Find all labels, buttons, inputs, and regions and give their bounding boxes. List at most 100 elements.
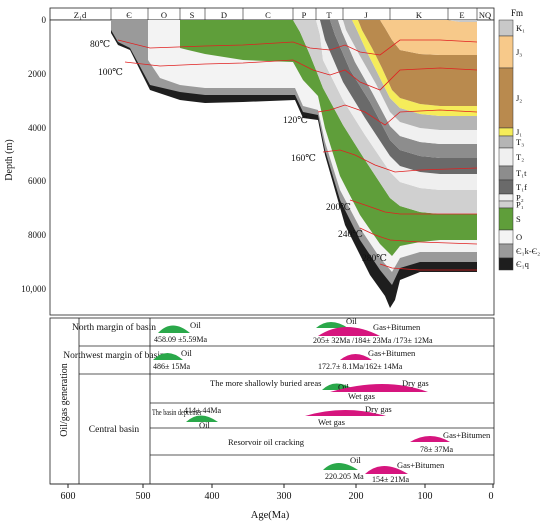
layer-t2 — [338, 20, 477, 144]
layer-p2 — [316, 20, 477, 190]
age-tick-label: 200 — [349, 491, 364, 502]
depth-tick-label: 8000 — [28, 230, 47, 240]
isotherm-label: 120℃ — [283, 116, 308, 126]
period-label: D — [221, 10, 227, 20]
region-northwest: Northwest margin of basin — [63, 350, 165, 361]
row4-dry-label: Dry gas — [365, 404, 392, 414]
row3-wet-label: Wet gas — [348, 391, 375, 401]
period-label: J — [364, 10, 368, 20]
oil-peak — [153, 353, 183, 360]
gas-peak — [365, 466, 408, 474]
row5-desc: Resorvoir oil cracking — [228, 437, 305, 447]
fm-legend-swatch — [498, 35, 514, 69]
row4-age: 414± 44Ma — [184, 406, 222, 415]
depth-axis-title: Depth (m) — [4, 139, 15, 180]
period-label: E — [459, 10, 464, 20]
isotherm-label: 100℃ — [98, 68, 123, 78]
depth-tick-label: 6000 — [28, 176, 47, 186]
period-label: O — [161, 10, 167, 20]
depth-tick-label: 4000 — [28, 123, 47, 133]
fm-legend-label: P₁ — [516, 200, 524, 210]
fm-legend-label: T₂ — [516, 152, 524, 162]
isotherm-label: 80℃ — [90, 40, 111, 50]
burial-layers — [111, 20, 477, 308]
oil-peak — [186, 415, 218, 422]
fm-legend-swatch — [498, 19, 514, 37]
fm-legend-swatch — [498, 243, 514, 259]
fm-legend-label: T₁f — [516, 182, 527, 192]
oil-peak — [316, 322, 348, 328]
row3-oil-label: Oil — [338, 382, 350, 392]
depth-tick-label: 0 — [42, 15, 47, 25]
row5-age: 78± 37Ma — [420, 445, 454, 454]
fm-legend-swatch — [498, 147, 514, 167]
period-bar: Z₁d Є O S D C P T J K E NQ — [49, 7, 495, 21]
oil-peak — [158, 325, 190, 333]
layer-t3 — [343, 20, 477, 130]
fm-legend-label: P₂ — [516, 193, 524, 203]
period-label: T — [326, 10, 332, 20]
period-label: P — [302, 10, 307, 20]
gas-peak — [305, 410, 386, 416]
row5-gas-label: Gas+Bitumen — [443, 430, 491, 440]
isotherm-label: 160℃ — [291, 154, 316, 164]
layer-j2 — [358, 20, 477, 106]
period-label: Є — [126, 10, 132, 20]
fm-legend-label: Є₁k-Є₂ — [516, 246, 540, 256]
layer-j1 — [352, 20, 477, 116]
row1-oil2-label: Oil — [346, 316, 358, 326]
layer-t1t — [330, 20, 477, 158]
fm-legend-header: Fm — [511, 8, 523, 18]
fm-legend-swatch — [498, 193, 514, 202]
isotherm-labels: 80℃ 100℃ 120℃ 160℃ 200℃ 240℃ 280℃ — [90, 40, 387, 264]
fm-legend-swatch — [498, 200, 514, 209]
region-central: Central basin — [89, 425, 140, 435]
row1-oil-age: 458.09 ±5.59Ma — [154, 335, 208, 344]
period-label: NQ — [479, 10, 491, 20]
oil-peak — [323, 463, 358, 470]
oil-gas-table: Oil/gas generation North margin of basin… — [49, 316, 495, 485]
row2-gas-age: 172.7± 8.1Ma/162± 14Ma — [318, 362, 403, 371]
layer-p — [293, 20, 477, 214]
isotherm-lines — [117, 39, 478, 271]
row1-gas-label: Gas+Bitumen — [373, 322, 421, 332]
row2-oil-age: 486± 15Ma — [153, 362, 191, 371]
fm-legend-swatch — [498, 67, 514, 129]
fm-legend-label: S — [516, 214, 521, 224]
period-label: K — [416, 10, 423, 20]
layer-o — [148, 20, 477, 272]
fm-legend-swatch — [498, 179, 514, 195]
gas-peak — [410, 436, 450, 442]
isotherm-label: 240℃ — [338, 230, 363, 240]
layer-k1 — [448, 20, 477, 22]
row1-gas-age: 205± 32Ma /184± 23Ma /173± 12Ma — [313, 336, 433, 345]
layer-s — [180, 20, 477, 256]
depth-tick-label: 2000 — [28, 69, 47, 79]
age-tick-label: 100 — [418, 491, 433, 502]
row6-oil-age: 220.205 Ma — [325, 472, 364, 481]
fm-legend-label: T₃ — [516, 137, 524, 147]
fm-legend-label: J₃ — [516, 47, 522, 57]
fm-legend-label: J₂ — [516, 93, 522, 103]
gas-peak — [340, 354, 372, 360]
row3-area-label: The more shallowly buried areas — [210, 378, 321, 388]
fm-legend-swatch — [498, 257, 514, 271]
fm-legend-swatch — [498, 135, 514, 149]
fm-legend-label: O — [516, 232, 522, 242]
age-tick-label: 0 — [489, 491, 494, 502]
row4-area-label: The basin depcenter — [152, 408, 202, 417]
row4-wet-label: Wet gas — [318, 417, 345, 427]
age-axis-title: Age(Ma) — [251, 510, 290, 521]
region-north: North margin of basin — [72, 322, 156, 333]
gas-peak — [318, 327, 380, 336]
row3-dry-label: Dry gas — [402, 378, 429, 388]
age-axis: 600 500 400 300 200 100 0 Age(Ma) — [50, 483, 494, 521]
fm-legend-swatch — [498, 165, 514, 181]
fm-legend-label: Є₁q — [516, 259, 530, 269]
depth-tick-label: 10,000 — [21, 284, 46, 294]
period-label: Z₁d — [74, 10, 87, 20]
layer-j3 — [380, 20, 477, 55]
fm-legend-label: T₁t — [516, 168, 527, 178]
row6-gas-age: 154± 21Ma — [372, 475, 410, 484]
